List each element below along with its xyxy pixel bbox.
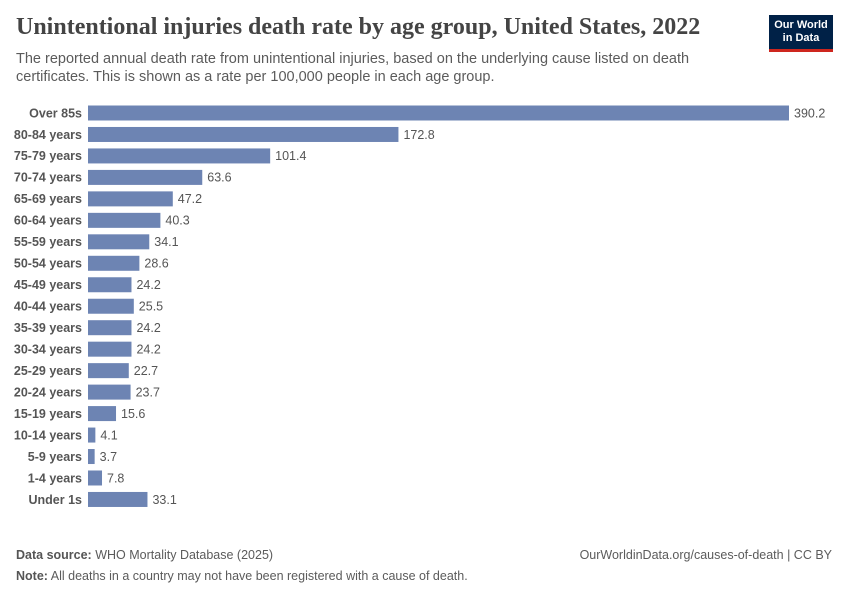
note-text: All deaths in a country may not have bee… — [50, 569, 468, 583]
source-text: WHO Mortality Database (2025) — [95, 548, 274, 562]
category-label: 1-4 years — [28, 471, 82, 485]
bar — [88, 105, 789, 121]
category-label: 55-59 years — [14, 235, 82, 249]
value-label: 23.7 — [136, 385, 160, 399]
chart-subtitle: The reported annual death rate from unin… — [16, 51, 690, 85]
bar — [88, 470, 103, 486]
value-label: 4.1 — [100, 428, 117, 442]
bar — [88, 341, 132, 357]
url[interactable]: OurWorldinData.org/causes-of-death | CC … — [579, 548, 832, 562]
bar — [88, 427, 96, 443]
chart-title: Unintentional injuries death rate by age… — [16, 14, 701, 40]
value-label: 172.8 — [403, 128, 434, 142]
category-label: 70-74 years — [14, 171, 82, 185]
value-label: 24.2 — [136, 278, 160, 292]
value-label: 22.7 — [134, 364, 158, 378]
category-label: 40-44 years — [14, 300, 82, 314]
category-label: 15-19 years — [14, 407, 82, 421]
bar — [88, 491, 148, 507]
category-label: 30-34 years — [14, 342, 82, 356]
category-label: 35-39 years — [14, 321, 82, 335]
bar — [88, 234, 150, 250]
value-label: 7.8 — [107, 471, 124, 485]
category-label: 60-64 years — [14, 214, 82, 228]
category-label: 25-29 years — [14, 364, 82, 378]
value-label: 3.7 — [100, 450, 117, 464]
category-label: 50-54 years — [14, 257, 82, 271]
chart: Over 85s 390.2 80-84 years 172.8 75-79 years… — [14, 105, 825, 507]
bar — [88, 255, 140, 271]
category-label: 45-49 years — [14, 278, 82, 292]
value-label: 34.1 — [154, 235, 178, 249]
value-label: 101.4 — [275, 149, 306, 163]
value-label: 25.5 — [139, 300, 163, 314]
category-label: Under 1s — [29, 493, 83, 507]
value-label: 24.2 — [136, 321, 160, 335]
source: Data source: WHO Mortality Database (202… — [16, 548, 273, 562]
value-label: 28.6 — [144, 257, 168, 271]
logo-text: in Data — [782, 32, 820, 44]
category-label: 65-69 years — [14, 192, 82, 206]
bar — [88, 126, 399, 142]
bar — [88, 148, 271, 164]
category-label: 75-79 years — [14, 149, 82, 163]
category-label: 20-24 years — [14, 385, 82, 399]
value-label: 63.6 — [207, 171, 231, 185]
category-label: 5-9 years — [28, 450, 82, 464]
bar — [88, 277, 132, 293]
bar — [88, 191, 173, 207]
bar — [88, 320, 132, 336]
value-label: 390.2 — [794, 106, 825, 120]
bar — [88, 212, 161, 228]
category-label: Over 85s — [29, 106, 82, 120]
category-label: 10-14 years — [14, 428, 82, 442]
bar — [88, 449, 95, 465]
note: Note: All deaths in a country may not ha… — [16, 569, 468, 583]
value-label: 15.6 — [121, 407, 145, 421]
note-label: Note: — [16, 569, 48, 583]
bar — [88, 169, 203, 185]
logo[interactable]: Our World in Data — [769, 15, 833, 52]
value-label: 40.3 — [165, 214, 189, 228]
value-label: 33.1 — [152, 493, 176, 507]
logo-text: Our World — [774, 19, 828, 31]
bar — [88, 298, 134, 314]
source-label: Data source: — [16, 548, 92, 562]
bar — [88, 406, 117, 422]
value-label: 24.2 — [136, 342, 160, 356]
bar — [88, 384, 131, 400]
category-label: 80-84 years — [14, 128, 82, 142]
bar — [88, 363, 129, 379]
value-label: 47.2 — [178, 192, 202, 206]
